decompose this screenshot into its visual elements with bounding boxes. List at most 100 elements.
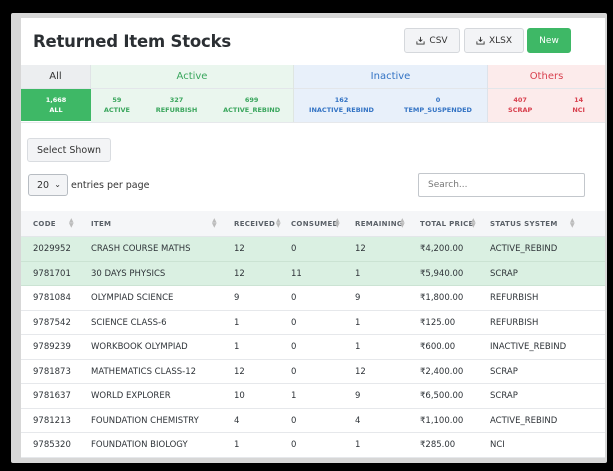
cell-remaining: 9: [355, 391, 361, 401]
status-filter-nci[interactable]: 14 NCI: [568, 95, 589, 115]
status-count: 162: [334, 96, 349, 104]
table-row[interactable]: 9787542 SCIENCE CLASS-6 1 0 1 ₹125.00 RE…: [21, 311, 605, 335]
cell-code: 9787542: [33, 317, 71, 328]
cell-code: 9789239: [33, 342, 71, 352]
cell-code: 2029952: [33, 244, 71, 254]
cell-total-price: ₹4,200.00: [420, 244, 464, 254]
status-group-inactive: Inactive 162 INACTIVE_REBIND 0 TEMP_SUSP…: [294, 65, 488, 122]
cell-item: WORKBOOK OLYMPIAD: [91, 342, 188, 352]
status-group-others-label[interactable]: Others: [488, 65, 605, 89]
column-header-received[interactable]: RECEIVED: [234, 220, 276, 228]
cell-code: 9781873: [33, 366, 71, 377]
column-header-status-system[interactable]: STATUS SYSTEM: [490, 220, 558, 228]
cell-code: 9781084: [33, 293, 71, 303]
status-label: NCI: [572, 106, 585, 114]
select-shown-button[interactable]: Select Shown: [27, 138, 111, 162]
download-icon: [476, 36, 485, 45]
sort-icon[interactable]: ▲ ▼: [471, 217, 476, 229]
status-filter-inactive-rebind[interactable]: 162 INACTIVE_REBIND: [305, 95, 378, 115]
export-xlsx-label: XLSX: [488, 35, 513, 46]
status-filter-all[interactable]: 1,668 ALL: [42, 95, 71, 115]
sort-icon[interactable]: ▲ ▼: [212, 217, 217, 229]
column-header-code[interactable]: CODE: [33, 220, 56, 228]
cell-received: 4: [234, 415, 240, 426]
cell-item: CRASH COURSE MATHS: [91, 244, 191, 254]
status-label: ACTIVE: [103, 106, 130, 114]
cell-consumed: 0: [291, 244, 297, 254]
status-filter-active[interactable]: 59 ACTIVE: [100, 95, 134, 115]
divider: [21, 122, 605, 123]
returned-item-stocks-card: Returned Item Stocks CSV XLSX New All: [21, 18, 605, 458]
column-header-total-price[interactable]: TOTAL PRICE: [420, 220, 474, 228]
export-csv-button[interactable]: CSV: [404, 28, 460, 53]
cell-remaining: 1: [355, 440, 361, 450]
status-filter-scrap[interactable]: 407 SCRAP: [504, 95, 536, 115]
cell-status: SCRAP: [490, 391, 518, 401]
entries-per-page-control: 20 ⌄ entries per page: [28, 174, 149, 196]
cell-total-price: ₹1,800.00: [420, 293, 464, 303]
sort-icon[interactable]: ▲ ▼: [276, 217, 281, 229]
cell-received: 12: [234, 244, 245, 254]
status-filter-refurbish[interactable]: 327 REFURBISH: [152, 95, 202, 115]
cell-received: 1: [234, 342, 240, 352]
cell-total-price: ₹5,940.00: [420, 268, 464, 279]
cell-consumed: 0: [291, 366, 297, 377]
status-group-inactive-label[interactable]: Inactive: [294, 65, 487, 89]
status-filter-temp-suspended[interactable]: 0 TEMP_SUSPENDED: [400, 95, 476, 115]
cell-consumed: 0: [291, 440, 297, 450]
status-group-active-label[interactable]: Active: [91, 65, 293, 89]
cell-code: 9781701: [33, 268, 71, 279]
status-count: 699: [244, 96, 259, 104]
download-icon: [416, 36, 425, 45]
table-row[interactable]: 9781701 30 DAYS PHYSICS 12 11 1 ₹5,940.0…: [21, 261, 605, 286]
cell-remaining: 12: [355, 244, 366, 254]
status-label: INACTIVE_REBIND: [309, 106, 374, 114]
cell-total-price: ₹6,500.00: [420, 391, 464, 401]
status-label: ACTIVE_REBIND: [223, 106, 281, 114]
table-row[interactable]: 2029952 CRASH COURSE MATHS 12 0 12 ₹4,20…: [21, 237, 605, 262]
status-label: ALL: [49, 106, 63, 114]
page-header: Returned Item Stocks CSV XLSX New: [21, 18, 605, 65]
table-row[interactable]: 9781084 OLYMPIAD SCIENCE 9 0 9 ₹1,800.00…: [21, 286, 605, 311]
table-row[interactable]: 9781873 MATHEMATICS CLASS-12 12 0 12 ₹2,…: [21, 360, 605, 384]
column-header-consumed[interactable]: CONSUMED: [291, 220, 339, 228]
new-button[interactable]: New: [527, 28, 571, 53]
export-xlsx-button[interactable]: XLSX: [464, 28, 524, 53]
status-count: 59: [112, 96, 122, 104]
cell-item: 30 DAYS PHYSICS: [91, 268, 166, 279]
cell-consumed: 0: [291, 317, 297, 328]
table-row[interactable]: 9789239 WORKBOOK OLYMPIAD 1 0 1 ₹600.00 …: [21, 335, 605, 360]
cell-total-price: ₹1,100.00: [420, 415, 464, 426]
cell-consumed: 0: [291, 415, 297, 426]
status-label: SCRAP: [508, 106, 533, 114]
sort-icon[interactable]: ▲ ▼: [335, 217, 340, 229]
table-row[interactable]: 9781213 FOUNDATION CHEMISTRY 4 0 4 ₹1,10…: [21, 409, 605, 433]
sort-icon[interactable]: ▲ ▼: [69, 217, 74, 229]
cell-item: WORLD EXPLORER: [91, 391, 171, 401]
page-size-select[interactable]: 20 ⌄: [28, 174, 68, 196]
search-input[interactable]: Search...: [418, 173, 585, 197]
cell-status: REFURBISH: [490, 293, 539, 303]
status-group-all-label[interactable]: All: [21, 65, 91, 89]
column-header-item[interactable]: ITEM: [91, 220, 112, 228]
page-size-value: 20: [37, 179, 50, 191]
cell-received: 1: [234, 440, 240, 450]
sort-icon[interactable]: ▲ ▼: [400, 217, 405, 229]
status-filter-active-rebind[interactable]: 699 ACTIVE_REBIND: [219, 95, 284, 115]
cell-item: OLYMPIAD SCIENCE: [91, 293, 174, 303]
column-header-remaining[interactable]: REMAINING: [355, 220, 403, 228]
cell-received: 1: [234, 317, 240, 328]
cell-total-price: ₹2,400.00: [420, 366, 464, 377]
sort-icon[interactable]: ▲ ▼: [570, 217, 575, 229]
cell-status: NCI: [490, 440, 505, 450]
cell-total-price: ₹600.00: [420, 342, 456, 352]
cell-remaining: 1: [355, 342, 361, 352]
page-title: Returned Item Stocks: [33, 32, 231, 51]
status-label: TEMP_SUSPENDED: [404, 106, 472, 114]
cell-status: INACTIVE_REBIND: [490, 342, 567, 352]
table-row[interactable]: 9781637 WORLD EXPLORER 10 1 9 ₹6,500.00 …: [21, 384, 605, 409]
cell-status: ACTIVE_REBIND: [490, 244, 558, 254]
table-row[interactable]: 9785320 FOUNDATION BIOLOGY 1 0 1 ₹285.00…: [21, 433, 605, 458]
cell-status: ACTIVE_REBIND: [490, 415, 558, 426]
cell-item: SCIENCE CLASS-6: [91, 317, 167, 328]
